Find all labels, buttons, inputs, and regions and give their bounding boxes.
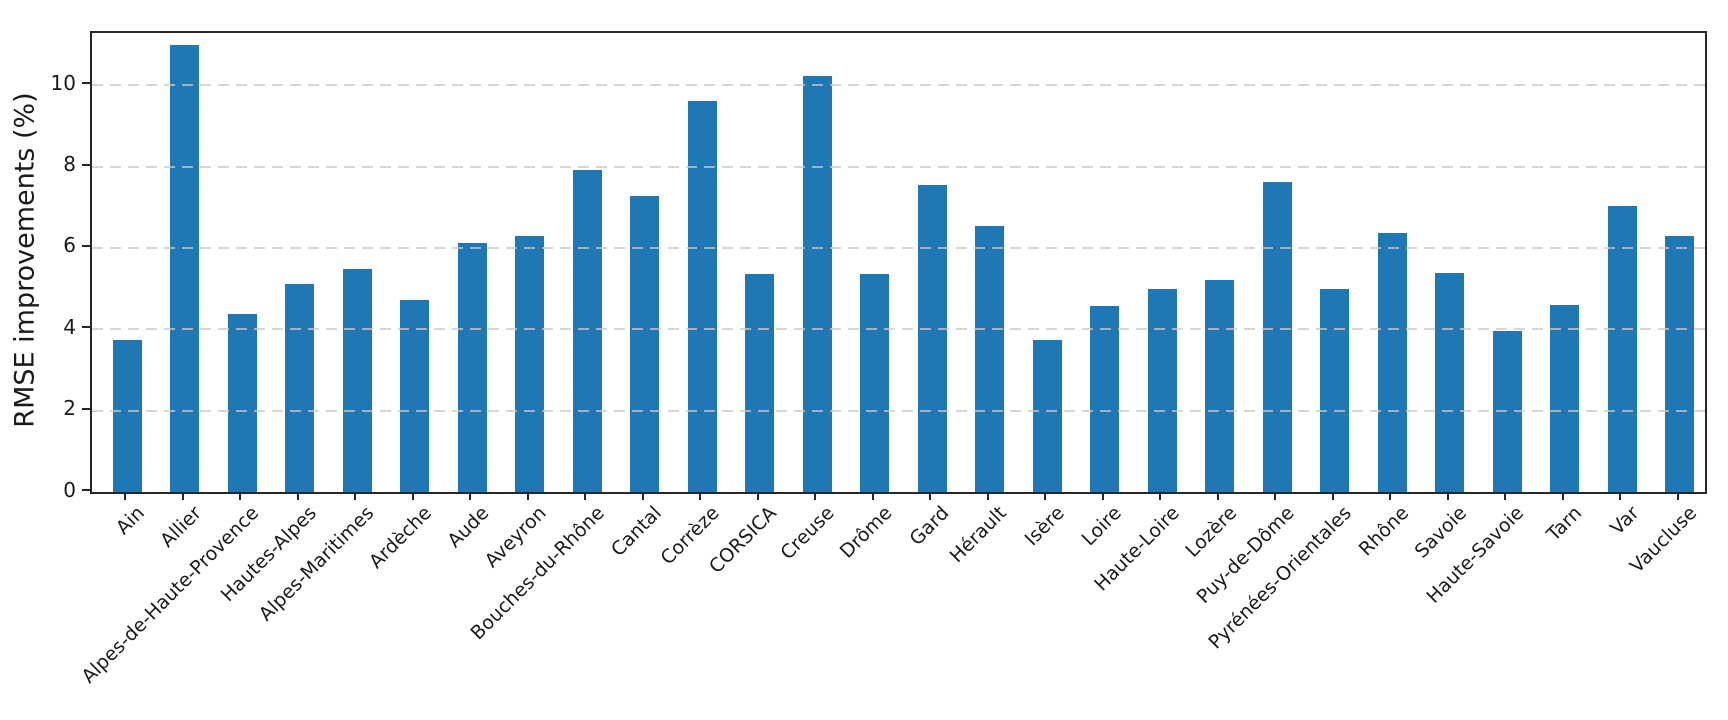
x-tick-mark xyxy=(641,492,644,500)
bar xyxy=(860,274,889,492)
x-tick-label: Tarn xyxy=(1542,502,1587,546)
bar xyxy=(745,274,774,492)
gridline xyxy=(92,409,1705,412)
plot-area xyxy=(90,31,1707,494)
x-tick-mark xyxy=(1044,492,1046,500)
y-tick-label: 4 xyxy=(63,314,76,339)
x-tick-mark xyxy=(1101,492,1104,500)
bar xyxy=(170,44,199,492)
x-tick-mark xyxy=(296,492,299,500)
bar xyxy=(1607,206,1637,492)
x-tick-mark xyxy=(411,492,414,500)
x-tick-label: Rhône xyxy=(1355,502,1414,561)
x-tick-mark xyxy=(1216,492,1219,500)
bar xyxy=(457,242,487,492)
y-tick-mark xyxy=(82,244,90,247)
gridline xyxy=(92,328,1705,331)
x-tick-mark xyxy=(124,492,126,500)
y-tick-label: 0 xyxy=(63,477,76,502)
y-tick-label: 10 xyxy=(50,70,76,95)
y-tick-mark xyxy=(82,163,90,166)
x-tick-mark xyxy=(1389,492,1391,500)
y-tick-label: 8 xyxy=(63,152,76,177)
y-tick-mark xyxy=(82,326,90,329)
bar xyxy=(285,284,314,492)
y-tick-mark xyxy=(82,489,90,491)
bar xyxy=(1147,289,1177,492)
x-tick-mark xyxy=(814,492,816,500)
x-tick-mark xyxy=(1331,492,1334,500)
x-tick-mark xyxy=(1504,492,1506,500)
bar xyxy=(342,269,372,492)
bar xyxy=(1320,288,1349,492)
bar xyxy=(802,76,832,492)
x-tick-label: Gard xyxy=(905,502,954,551)
bar xyxy=(917,184,947,492)
bar xyxy=(1090,306,1119,492)
y-tick-mark xyxy=(82,407,90,410)
bar xyxy=(975,226,1004,492)
x-tick-mark xyxy=(469,492,471,500)
y-tick-label: 2 xyxy=(63,396,76,421)
bar xyxy=(400,300,429,492)
x-tick-mark xyxy=(1274,492,1276,500)
x-tick-mark xyxy=(181,492,184,500)
x-tick-mark xyxy=(584,492,586,500)
bar xyxy=(630,196,659,492)
bar xyxy=(1377,232,1407,492)
y-tick-mark xyxy=(82,82,90,85)
bar xyxy=(515,236,544,492)
x-tick-label: Loire xyxy=(1077,502,1127,551)
y-tick-label: 6 xyxy=(63,233,76,258)
x-tick-label: Allier xyxy=(156,502,207,552)
bar xyxy=(112,340,142,492)
x-tick-mark xyxy=(929,492,931,500)
x-tick-label: Aude xyxy=(443,502,494,553)
x-tick-label: Isère xyxy=(1020,502,1069,551)
x-tick-mark xyxy=(756,492,759,500)
bar xyxy=(227,314,257,492)
x-tick-mark xyxy=(1561,492,1564,500)
x-tick-mark xyxy=(239,492,241,500)
gridline xyxy=(92,246,1705,249)
bar xyxy=(1550,304,1579,492)
x-tick-mark xyxy=(1446,492,1449,500)
gridline xyxy=(92,165,1705,168)
bar xyxy=(1262,182,1292,492)
x-tick-label: Var xyxy=(1606,502,1644,540)
x-tick-mark xyxy=(986,492,989,500)
x-tick-mark xyxy=(1619,492,1621,500)
x-tick-mark xyxy=(1159,492,1161,500)
x-tick-label: Ain xyxy=(111,502,149,540)
bar xyxy=(1032,339,1062,492)
x-tick-label: Creuse xyxy=(776,502,839,565)
bar xyxy=(1435,272,1464,492)
bar xyxy=(687,101,717,492)
x-tick-label: Drôme xyxy=(835,502,897,563)
bar xyxy=(572,169,602,492)
x-tick-mark xyxy=(1676,492,1679,500)
x-tick-mark xyxy=(871,492,874,500)
x-tick-mark xyxy=(354,492,356,500)
x-tick-mark xyxy=(699,492,701,500)
y-axis-label: RMSE improvements (%) xyxy=(9,92,41,428)
x-tick-label: Hérault xyxy=(945,502,1012,568)
bar xyxy=(1205,279,1234,492)
bar xyxy=(1665,236,1694,492)
x-tick-label: Ardèche xyxy=(365,502,437,573)
x-tick-mark xyxy=(526,492,529,500)
gridline xyxy=(92,84,1705,87)
